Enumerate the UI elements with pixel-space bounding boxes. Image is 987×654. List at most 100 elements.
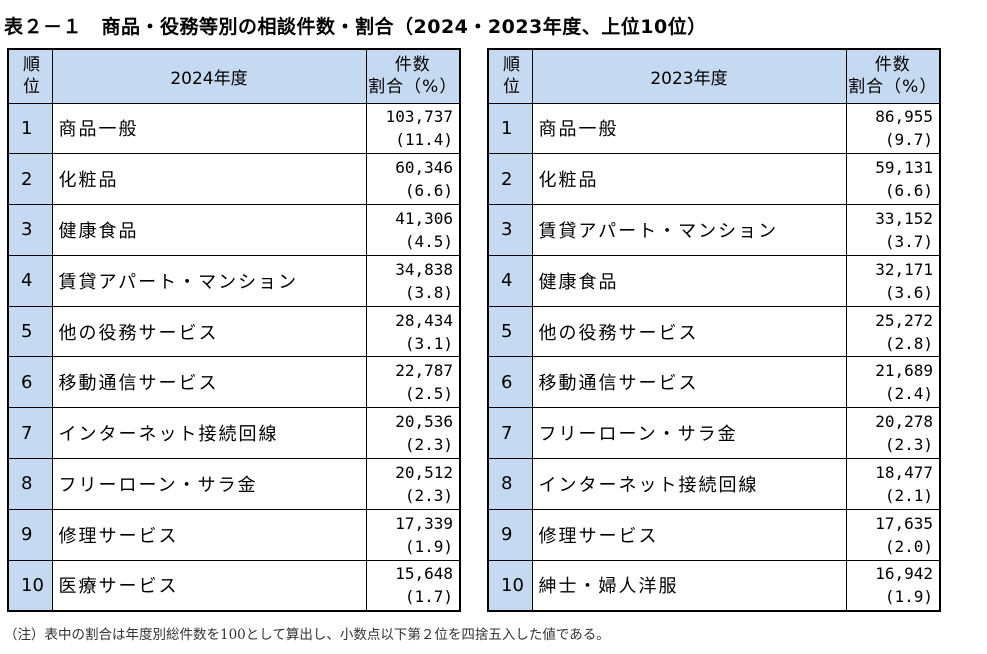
table-row: 5 他の役務サービス 28,434 (3.1) — [7, 305, 461, 358]
count-cell: 32,171 (3.6) — [845, 254, 941, 307]
percentage-value: (2.8) — [884, 333, 933, 353]
count-value: 25,272 — [875, 310, 933, 330]
percentage-value: (2.3) — [404, 485, 453, 505]
count-cell: 86,955 (9.7) — [845, 102, 941, 155]
item-name-cell: 修理サービス — [51, 508, 367, 561]
rank-cell: 9 — [7, 508, 53, 561]
item-name-cell: 他の役務サービス — [531, 305, 847, 358]
item-name-cell: フリーローン・サラ金 — [531, 407, 847, 460]
table-row: 1 商品一般 103,737 (11.4) — [7, 102, 461, 155]
table-row: 5 他の役務サービス 25,272 (2.8) — [487, 305, 941, 358]
count-value: 28,434 — [395, 310, 453, 330]
header-row: 順 位 2024年度 件数 割合（%） — [7, 48, 461, 104]
table-row: 1 商品一般 86,955 (9.7) — [487, 102, 941, 155]
table-row: 3 賃貸アパート・マンション 33,152 (3.7) — [487, 204, 941, 256]
rank-cell: 9 — [487, 508, 533, 561]
percentage-value: (6.6) — [884, 181, 933, 201]
percentage-value: (9.7) — [884, 130, 933, 150]
table-row: 9 修理サービス 17,339 (1.9) — [7, 508, 461, 561]
header-row: 順 位 2023年度 件数 割合（%） — [487, 48, 941, 104]
count-cell: 20,512 (2.3) — [365, 458, 461, 510]
count-value: 15,648 — [395, 564, 453, 584]
year-header: 2023年度 — [531, 48, 847, 104]
count-value: 20,536 — [395, 412, 453, 432]
rank-cell: 1 — [487, 102, 533, 155]
count-value: 41,306 — [395, 208, 453, 228]
rank-header: 順 位 — [487, 48, 533, 104]
table-row: 2 化粧品 60,346 (6.6) — [7, 153, 461, 206]
table-row: 9 修理サービス 17,635 (2.0) — [487, 508, 941, 561]
table-2023: 順 位 2023年度 件数 割合（%） 1 商品一般 86,955 (9.7) 2 化粧品… — [487, 48, 941, 612]
rank-header-line1: 順 — [503, 55, 520, 76]
count-cell: 18,477 (2.1) — [845, 458, 941, 510]
count-value: 18,477 — [875, 462, 933, 482]
rank-cell: 10 — [7, 559, 53, 612]
percentage-value: (4.5) — [404, 231, 453, 251]
item-name-cell: 他の役務サービス — [51, 305, 367, 358]
count-value: 21,689 — [875, 361, 933, 381]
table-row: 10 紳士・婦人洋服 16,942 (1.9) — [487, 559, 941, 612]
rank-cell: 10 — [487, 559, 533, 612]
percentage-value: (1.9) — [884, 587, 933, 607]
rank-cell: 4 — [487, 254, 533, 307]
item-name-cell: フリーローン・サラ金 — [51, 458, 367, 510]
count-cell: 41,306 (4.5) — [365, 204, 461, 256]
table-row: 8 インターネット接続回線 18,477 (2.1) — [487, 458, 941, 510]
rank-header: 順 位 — [7, 48, 53, 104]
table-row: 4 健康食品 32,171 (3.6) — [487, 254, 941, 307]
item-name-cell: 健康食品 — [51, 204, 367, 256]
count-cell: 17,339 (1.9) — [365, 508, 461, 561]
percentage-value: (1.9) — [404, 536, 453, 556]
table-row: 2 化粧品 59,131 (6.6) — [487, 153, 941, 206]
percentage-value: (3.6) — [884, 282, 933, 302]
percentage-value: (2.3) — [884, 435, 933, 455]
item-name-cell: 化粧品 — [51, 153, 367, 206]
item-name-cell: 紳士・婦人洋服 — [531, 559, 847, 612]
item-name-cell: 商品一般 — [531, 102, 847, 155]
count-value: 20,512 — [395, 462, 453, 482]
count-cell: 60,346 (6.6) — [365, 153, 461, 206]
rank-cell: 3 — [7, 204, 53, 256]
item-name-cell: 移動通信サービス — [51, 356, 367, 409]
table-row: 7 インターネット接続回線 20,536 (2.3) — [7, 407, 461, 460]
table-row: 6 移動通信サービス 21,689 (2.4) — [487, 356, 941, 409]
count-value: 103,737 — [385, 107, 453, 127]
rank-cell: 3 — [487, 204, 533, 256]
item-name-cell: 化粧品 — [531, 153, 847, 206]
count-cell: 33,152 (3.7) — [845, 204, 941, 256]
count-cell: 28,434 (3.1) — [365, 305, 461, 358]
count-value: 34,838 — [395, 259, 453, 279]
count-header-line1: 件数 — [394, 55, 431, 76]
count-value: 22,787 — [395, 361, 453, 381]
rank-cell: 1 — [7, 102, 53, 155]
rank-cell: 6 — [7, 356, 53, 409]
table-row: 6 移動通信サービス 22,787 (2.5) — [7, 356, 461, 409]
count-cell: 22,787 (2.5) — [365, 356, 461, 409]
table-body: 1 商品一般 86,955 (9.7) 2 化粧品 59,131 (6.6) 3 賃貸アパート・マ… — [487, 102, 941, 612]
percentage-value: (2.0) — [884, 536, 933, 556]
rank-cell: 2 — [7, 153, 53, 206]
count-header-line1: 件数 — [874, 55, 911, 76]
item-name-cell: 医療サービス — [51, 559, 367, 612]
count-value: 17,635 — [875, 513, 933, 533]
count-cell: 15,648 (1.7) — [365, 559, 461, 612]
table-row: 7 フリーローン・サラ金 20,278 (2.3) — [487, 407, 941, 460]
count-cell: 21,689 (2.4) — [845, 356, 941, 409]
count-cell: 34,838 (3.8) — [365, 254, 461, 307]
count-value: 32,171 — [875, 259, 933, 279]
footnote: （注）表中の割合は年度別総件数を100として算出し、小数点以下第２位を四捨五入し… — [4, 627, 610, 643]
item-name-cell: 賃貸アパート・マンション — [531, 204, 847, 256]
percentage-value: (1.7) — [404, 587, 453, 607]
rank-cell: 5 — [7, 305, 53, 358]
count-cell: 20,278 (2.3) — [845, 407, 941, 460]
rank-cell: 4 — [7, 254, 53, 307]
table-row: 4 賃貸アパート・マンション 34,838 (3.8) — [7, 254, 461, 307]
count-value: 59,131 — [875, 158, 933, 178]
item-name-cell: インターネット接続回線 — [51, 407, 367, 460]
percentage-value: (6.6) — [404, 181, 453, 201]
item-name-cell: 修理サービス — [531, 508, 847, 561]
percentage-value: (11.4) — [395, 130, 453, 150]
percentage-value: (3.1) — [404, 333, 453, 353]
rank-cell: 2 — [487, 153, 533, 206]
count-header: 件数 割合（%） — [845, 48, 941, 104]
